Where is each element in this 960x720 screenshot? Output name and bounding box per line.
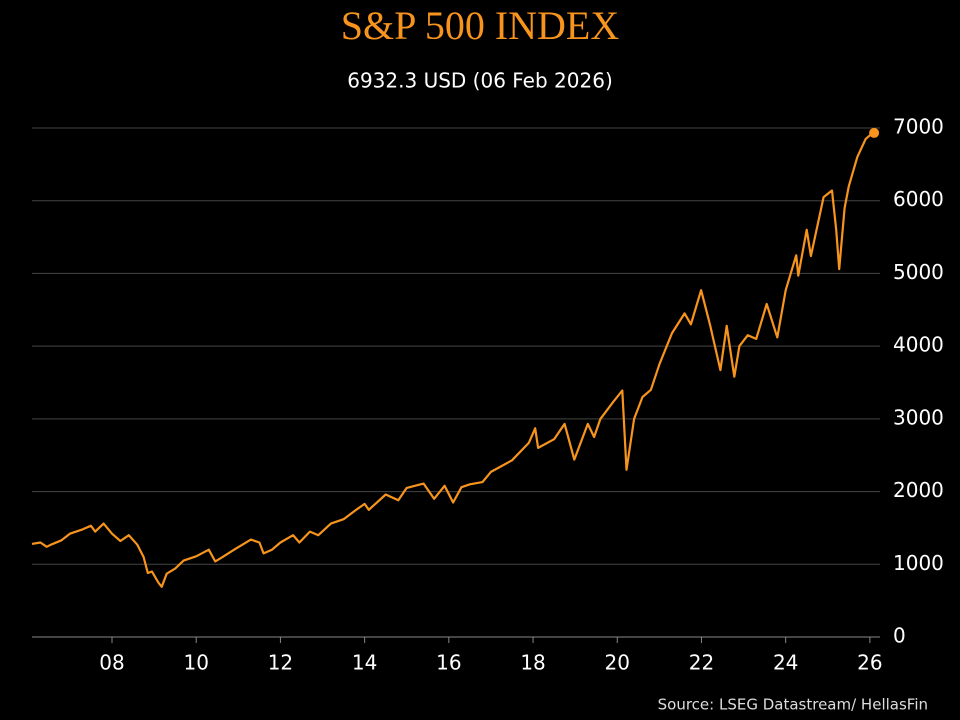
y-tick-label: 6000 — [893, 187, 944, 211]
y-tick-label: 5000 — [893, 260, 944, 284]
source-note: Source: LSEG Datastream/ HellasFin — [658, 696, 928, 714]
x-tick-label: 20 — [605, 651, 630, 675]
y-tick-label: 4000 — [893, 333, 944, 357]
chart-subtitle: 6932.3 USD (06 Feb 2026) — [347, 69, 613, 93]
price-line — [31, 131, 875, 588]
x-tick-label: 12 — [268, 651, 293, 675]
x-tick-label: 26 — [857, 651, 882, 675]
x-tick-label: 24 — [773, 651, 798, 675]
last-point — [869, 127, 880, 138]
y-tick-label: 0 — [893, 624, 906, 648]
x-tick-label: 08 — [99, 651, 124, 675]
x-tick-label: 22 — [689, 651, 714, 675]
y-tick-label: 2000 — [893, 478, 944, 502]
x-tick-label: 10 — [183, 651, 208, 675]
y-tick-label: 3000 — [893, 405, 944, 429]
y-tick-label: 1000 — [893, 551, 944, 575]
x-tick-label: 18 — [520, 651, 545, 675]
x-tick-label: 16 — [436, 651, 461, 675]
x-tick-label: 14 — [352, 651, 377, 675]
chart-title: S&P 500 INDEX — [341, 3, 620, 48]
y-tick-label: 7000 — [893, 115, 944, 139]
